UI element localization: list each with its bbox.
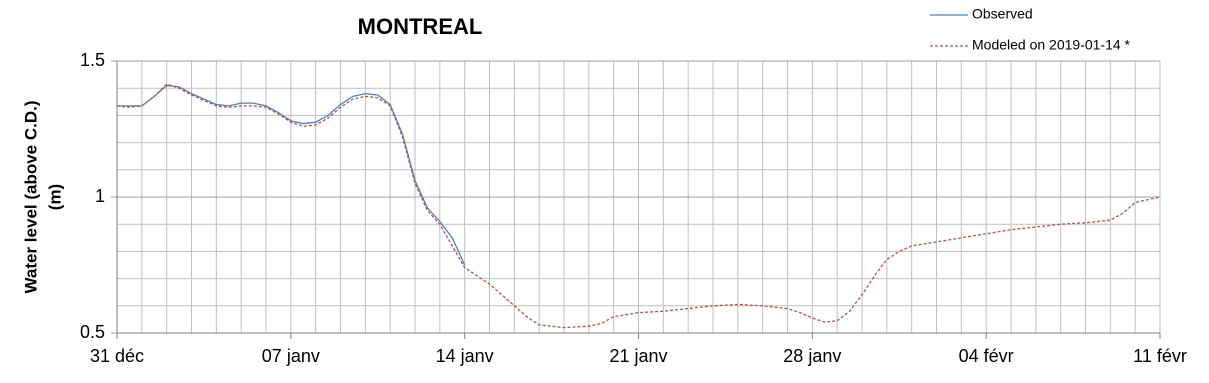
y-tick-label: 1.5: [80, 50, 105, 70]
legend-label: Modeled on 2019-01-14 *: [972, 37, 1131, 53]
y-axis-title-line: Water level (above C.D.): [21, 100, 40, 293]
x-tick-label: 04 févr: [959, 346, 1014, 366]
y-axis-title-line: (m): [45, 184, 64, 210]
chart-title: MONTREAL: [358, 14, 483, 39]
legend-label: Observed: [972, 6, 1033, 22]
y-tick-label: 0.5: [80, 322, 105, 342]
x-tick-label: 21 janv: [609, 346, 667, 366]
series-line: [116, 83, 1161, 329]
y-tick-label: 1: [95, 186, 105, 206]
x-tick-label: 14 janv: [436, 346, 494, 366]
x-tick-label: 31 déc: [90, 346, 144, 366]
x-tick-label: 07 janv: [262, 346, 320, 366]
x-tick-label: 28 janv: [783, 346, 841, 366]
x-tick-label: 11 févr: [1133, 346, 1187, 366]
y-axis-title: Water level (above C.D.) (m): [21, 100, 64, 293]
